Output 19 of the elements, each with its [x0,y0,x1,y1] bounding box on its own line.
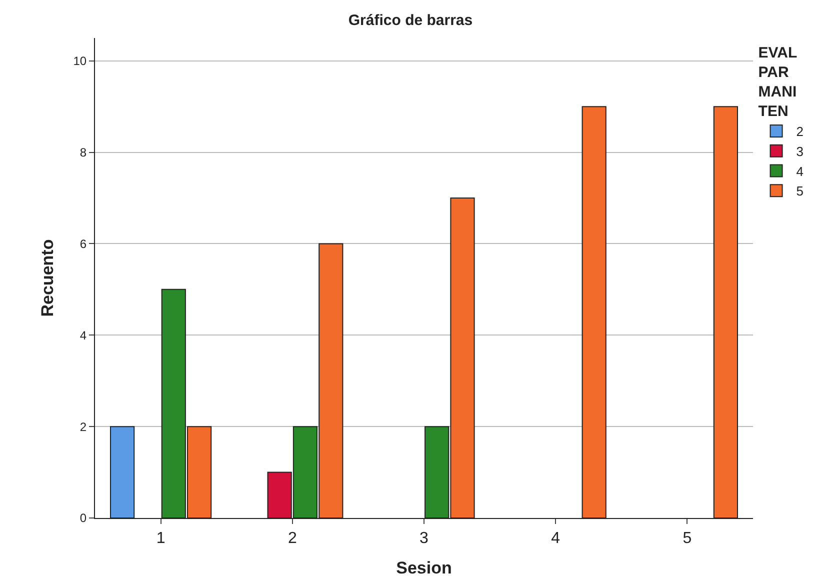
y-tick-label: 10 [73,54,87,68]
y-tick-label: 4 [80,328,87,342]
legend-title: EVAL PAR MANI TEN [758,44,798,120]
legend-label: 5 [796,184,804,199]
legend-label: 3 [796,144,804,159]
x-tick-label: 5 [682,530,692,548]
chart-title: Gráfico de barras [348,12,473,30]
x-tick-label: 4 [551,530,560,548]
x-tick-label: 3 [420,530,429,548]
legend-label: 2 [796,124,804,140]
y-axis-title: Recuento [38,239,57,317]
legend-label: 4 [796,164,804,179]
y-tick-label: 2 [80,420,87,434]
x-tick-label: 2 [288,530,297,548]
y-tick-label: 0 [80,511,87,526]
y-tick-label: 6 [80,236,87,251]
x-tick-label: 1 [156,530,166,548]
y-tick-label: 8 [80,145,87,160]
x-axis-title: Sesion [396,558,452,578]
